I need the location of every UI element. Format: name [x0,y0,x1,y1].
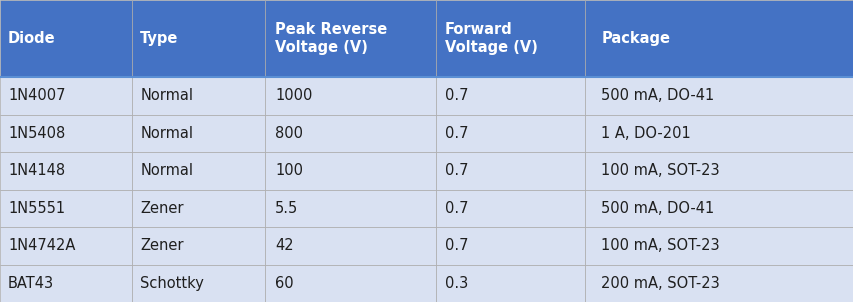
Bar [264,77,435,114]
Bar [584,265,853,302]
Bar [0,77,132,114]
Text: Zener: Zener [140,238,183,253]
Bar [435,227,584,265]
Bar [435,152,584,190]
Text: 1N4742A: 1N4742A [8,238,75,253]
Bar [132,77,264,114]
Text: 500 mA, DO-41: 500 mA, DO-41 [601,201,714,216]
Bar [264,152,435,190]
Text: 100 mA, SOT-23: 100 mA, SOT-23 [601,163,719,178]
Bar [435,77,584,114]
Bar [132,190,264,227]
Bar [0,265,132,302]
Text: 0.3: 0.3 [444,276,467,291]
Text: 5.5: 5.5 [275,201,298,216]
Bar [132,227,264,265]
Text: 0.7: 0.7 [444,163,467,178]
Bar [0,152,132,190]
Text: Schottky: Schottky [140,276,204,291]
Text: 1 A, DO-201: 1 A, DO-201 [601,126,690,141]
Bar [435,114,584,152]
Bar [264,114,435,152]
Bar [132,265,264,302]
Bar [264,227,435,265]
Text: 200 mA, SOT-23: 200 mA, SOT-23 [601,276,719,291]
Bar [584,114,853,152]
Text: 42: 42 [275,238,293,253]
Bar [584,190,853,227]
Bar [132,114,264,152]
Bar [132,152,264,190]
Bar [0,0,132,77]
Bar [0,227,132,265]
Bar [0,190,132,227]
Text: Package: Package [601,31,670,46]
Text: Zener: Zener [140,201,183,216]
Text: Peak Reverse
Voltage (V): Peak Reverse Voltage (V) [275,22,386,55]
Bar [264,0,435,77]
Text: 0.7: 0.7 [444,238,467,253]
Text: 100 mA, SOT-23: 100 mA, SOT-23 [601,238,719,253]
Text: 0.7: 0.7 [444,201,467,216]
Text: 1000: 1000 [275,88,312,103]
Text: Normal: Normal [140,126,193,141]
Text: 100: 100 [275,163,303,178]
Bar [264,190,435,227]
Bar [0,114,132,152]
Bar [584,0,853,77]
Text: 0.7: 0.7 [444,88,467,103]
Bar [435,0,584,77]
Bar [132,0,264,77]
Text: 60: 60 [275,276,293,291]
Bar [584,227,853,265]
Text: 800: 800 [275,126,303,141]
Bar [264,265,435,302]
Bar [584,77,853,114]
Text: 1N5408: 1N5408 [8,126,65,141]
Text: Type: Type [140,31,178,46]
Bar [584,152,853,190]
Bar [435,265,584,302]
Bar [435,190,584,227]
Text: 500 mA, DO-41: 500 mA, DO-41 [601,88,714,103]
Text: Diode: Diode [8,31,55,46]
Text: 1N5551: 1N5551 [8,201,65,216]
Text: Normal: Normal [140,88,193,103]
Text: 0.7: 0.7 [444,126,467,141]
Text: Forward
Voltage (V): Forward Voltage (V) [444,22,537,55]
Text: 1N4148: 1N4148 [8,163,65,178]
Text: 1N4007: 1N4007 [8,88,66,103]
Text: BAT43: BAT43 [8,276,54,291]
Text: Normal: Normal [140,163,193,178]
